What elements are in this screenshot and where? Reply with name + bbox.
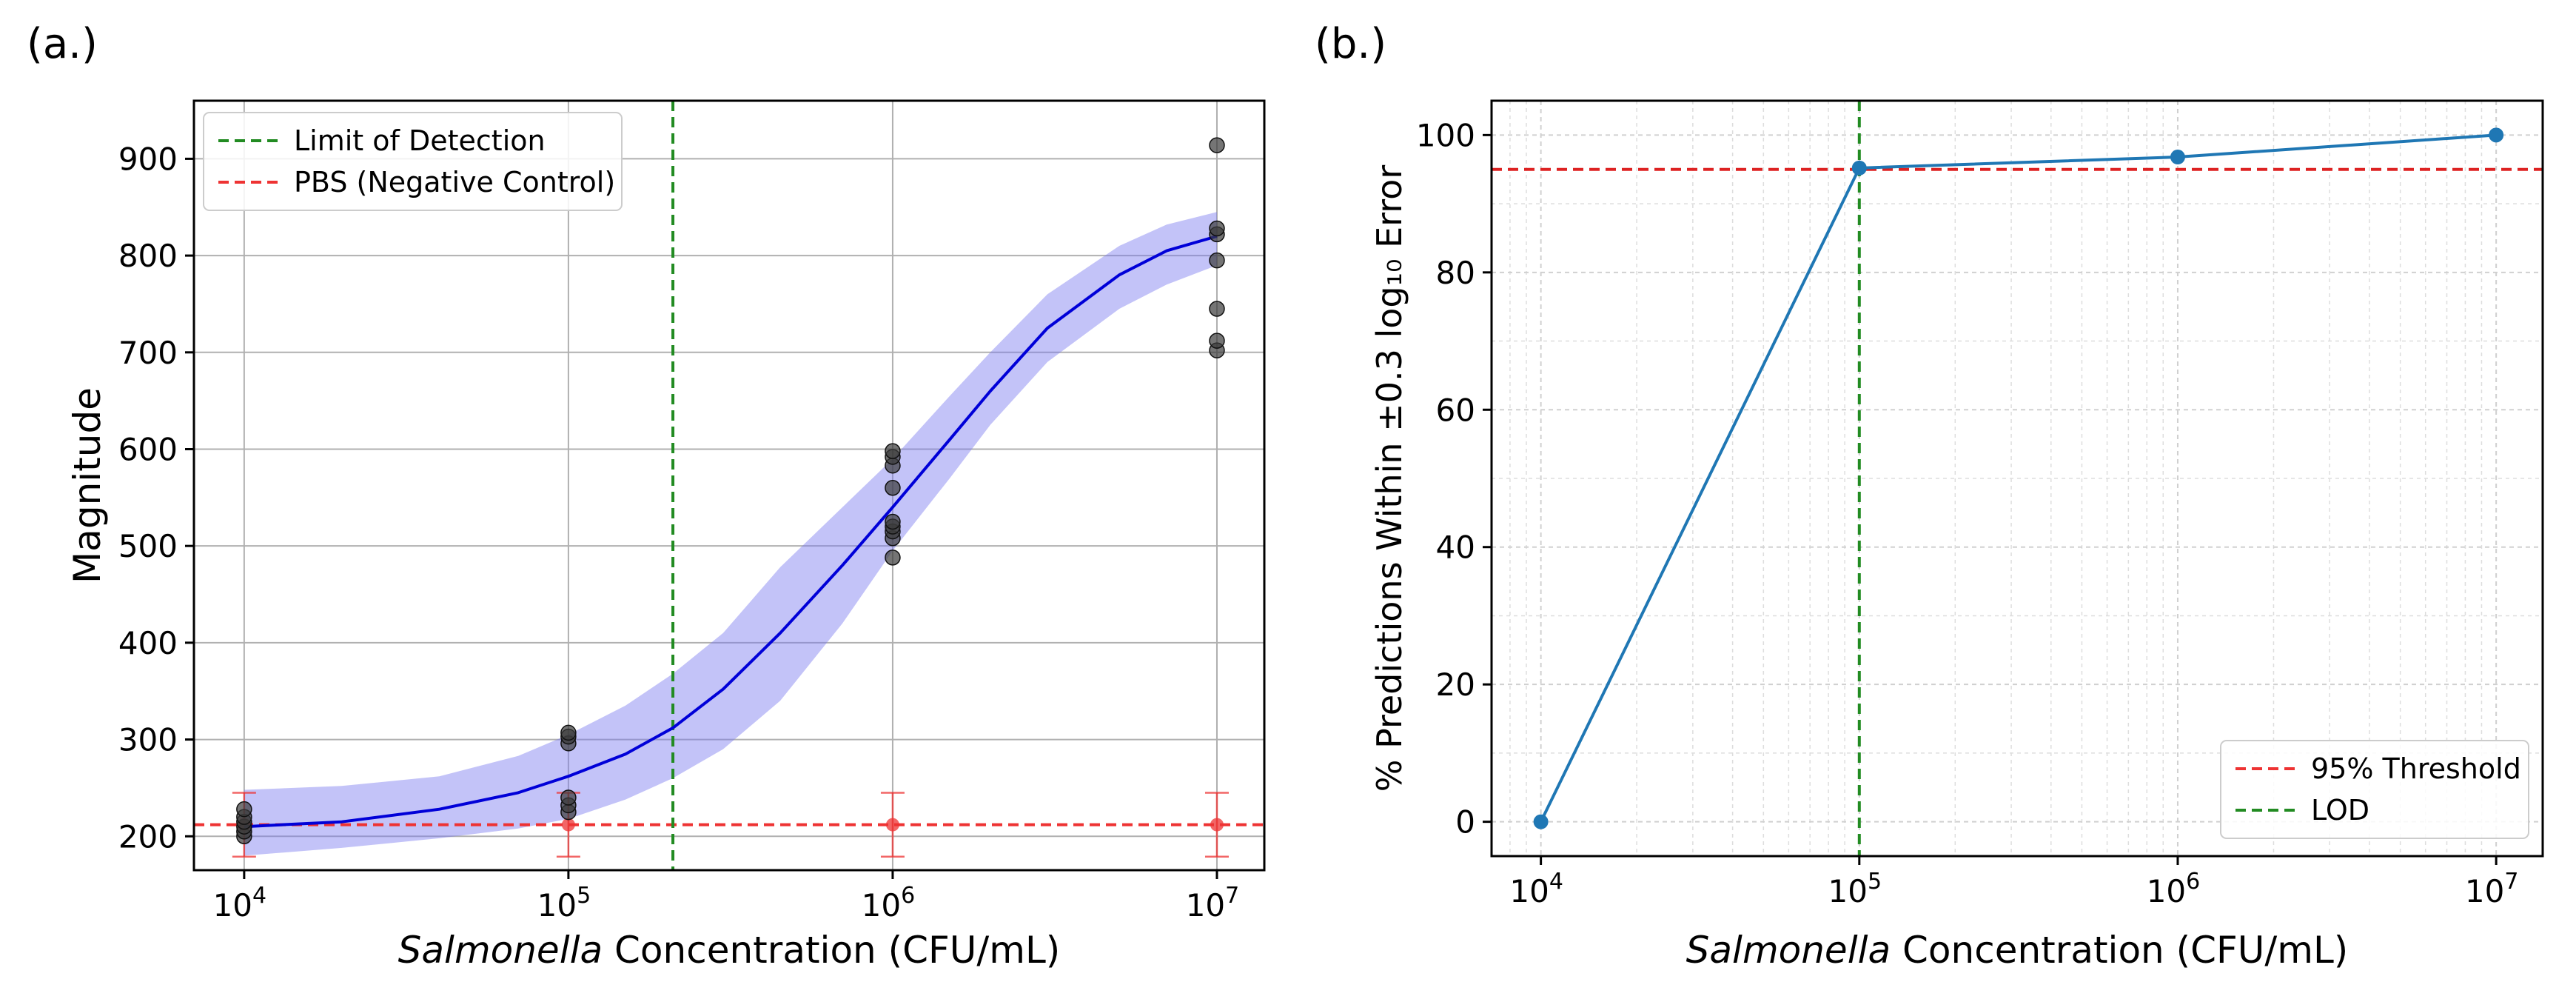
a-data-point bbox=[885, 443, 901, 459]
a-data-point bbox=[1209, 301, 1225, 317]
a-ytick-label: 200 bbox=[118, 818, 178, 855]
b-legend-label: LOD bbox=[2311, 794, 2369, 826]
b-ytick-label: 40 bbox=[1436, 530, 1475, 566]
a-pbs-point bbox=[1210, 818, 1224, 832]
a-y-axis-label: Magnitude bbox=[66, 387, 109, 584]
b-legend bbox=[2220, 740, 2529, 839]
a-plot-area bbox=[194, 101, 1264, 870]
a-ytick-label: 500 bbox=[118, 528, 178, 564]
b-series-point bbox=[2489, 127, 2504, 143]
a-confidence-band bbox=[244, 212, 1217, 856]
a-ytick-label: 800 bbox=[118, 238, 178, 274]
a-legend-label: PBS (Negative Control) bbox=[294, 166, 615, 198]
a-data-point bbox=[885, 550, 901, 566]
b-series-point bbox=[2170, 150, 2185, 165]
a-xtick-label: 104 bbox=[213, 883, 267, 923]
b-ytick-label: 20 bbox=[1436, 667, 1475, 703]
b-xtick-label: 106 bbox=[2147, 869, 2201, 909]
a-xtick-label: 106 bbox=[862, 883, 916, 923]
a-data-point bbox=[885, 513, 901, 530]
a-legend bbox=[203, 112, 623, 211]
b-xtick-label: 105 bbox=[1828, 869, 1882, 909]
b-series-point bbox=[1851, 160, 1867, 176]
panel-b-label: (b.) bbox=[1315, 20, 1386, 68]
a-pbs-point bbox=[885, 818, 899, 832]
b-y-axis-label: % Predictions Within ±0.3 log₁₀ Error bbox=[1369, 165, 1409, 792]
a-data-point bbox=[236, 801, 252, 818]
b-xtick-label: 104 bbox=[1509, 869, 1563, 909]
a-axes-frame bbox=[192, 99, 1266, 872]
b-legend-label: 95% Threshold bbox=[2311, 752, 2521, 785]
a-data-point bbox=[1209, 220, 1225, 237]
a-data-point bbox=[560, 724, 577, 741]
b-axes-frame bbox=[1490, 99, 2544, 858]
a-ytick-label: 400 bbox=[118, 625, 178, 661]
a-data-point bbox=[1209, 333, 1225, 349]
a-xtick-label: 107 bbox=[1186, 883, 1240, 923]
a-legend-label: Limit of Detection bbox=[294, 124, 546, 157]
a-ytick-label: 600 bbox=[118, 431, 178, 467]
a-data-point bbox=[1209, 137, 1225, 153]
chart-a: 104 105 106 107 200 300 400 500 600 700 800 900 Magn… bbox=[66, 99, 1266, 972]
a-ytick-label: 300 bbox=[118, 722, 178, 758]
b-ytick-label: 100 bbox=[1416, 117, 1475, 153]
a-data-point bbox=[1209, 252, 1225, 269]
a-xtick-label: 105 bbox=[537, 883, 591, 923]
b-series-line bbox=[1539, 133, 2497, 823]
b-xtick-label: 107 bbox=[2465, 869, 2519, 909]
b-series-point bbox=[1533, 814, 1549, 829]
a-data-point bbox=[885, 480, 901, 496]
chart-b: 104 105 106 107 0 20 40 60 80 100% Predictions Wi… bbox=[1369, 99, 2544, 972]
panel-a-label: (a.) bbox=[27, 20, 98, 68]
b-ytick-label: 60 bbox=[1436, 392, 1475, 428]
b-x-axis-label: Salmonella Concentration (CFU/mL) bbox=[1686, 929, 2349, 972]
a-pbs-point bbox=[561, 818, 575, 832]
a-fit-curve bbox=[244, 235, 1218, 829]
a-x-axis-label: Salmonella Concentration (CFU/mL) bbox=[398, 929, 1061, 972]
a-ytick-label: 900 bbox=[118, 141, 178, 177]
b-ytick-label: 0 bbox=[1455, 804, 1475, 841]
a-data-point bbox=[560, 789, 577, 806]
b-ytick-label: 80 bbox=[1436, 255, 1475, 291]
a-ytick-label: 700 bbox=[118, 335, 178, 371]
